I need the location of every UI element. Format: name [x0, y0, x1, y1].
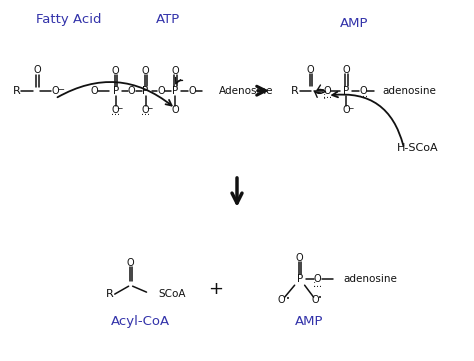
Text: O: O	[112, 66, 119, 76]
Text: O: O	[158, 86, 165, 96]
Text: O: O	[90, 86, 98, 96]
Text: ⋯: ⋯	[313, 282, 322, 291]
Text: O: O	[33, 65, 41, 75]
Text: O: O	[307, 65, 314, 75]
Text: O: O	[128, 86, 136, 96]
Text: •: •	[318, 295, 321, 301]
Text: P: P	[343, 86, 349, 96]
Text: O: O	[51, 86, 59, 96]
Text: −: −	[57, 85, 64, 94]
Text: Adenosine: Adenosine	[219, 86, 273, 96]
Text: −: −	[347, 104, 354, 113]
Text: O: O	[172, 105, 179, 114]
Text: O: O	[172, 66, 179, 76]
Text: H-SCoA: H-SCoA	[397, 143, 438, 153]
Text: AMP: AMP	[340, 17, 369, 30]
Text: R: R	[12, 86, 20, 96]
Text: Acyl-CoA: Acyl-CoA	[111, 316, 170, 329]
Text: O: O	[112, 105, 119, 114]
Text: O: O	[324, 86, 331, 96]
Text: •: •	[286, 296, 290, 302]
Text: P: P	[142, 86, 149, 96]
Text: O: O	[189, 86, 196, 96]
Text: SCoA: SCoA	[158, 289, 186, 299]
Text: P: P	[113, 86, 119, 96]
Text: P: P	[172, 86, 179, 96]
Text: R: R	[291, 86, 299, 96]
Text: :: :	[313, 279, 316, 289]
Text: ⋯: ⋯	[359, 92, 368, 101]
Text: O: O	[314, 274, 321, 284]
Text: ⋯: ⋯	[323, 93, 332, 102]
Text: ⋯: ⋯	[111, 110, 120, 119]
Text: R: R	[106, 289, 114, 299]
Text: O: O	[296, 253, 303, 264]
Text: adenosine: adenosine	[343, 274, 397, 284]
Text: O: O	[343, 65, 350, 75]
Text: +: +	[208, 280, 223, 298]
Text: adenosine: adenosine	[382, 86, 436, 96]
Text: O: O	[142, 66, 149, 76]
Text: ⋯: ⋯	[141, 110, 150, 119]
Text: O: O	[142, 105, 149, 114]
Text: O: O	[312, 295, 319, 305]
Text: :: :	[323, 91, 326, 101]
Text: −: −	[146, 104, 153, 113]
Text: P: P	[297, 274, 303, 284]
Text: O: O	[278, 295, 285, 305]
Text: ATP: ATP	[156, 13, 181, 26]
Text: O: O	[127, 258, 135, 268]
Text: −: −	[117, 104, 123, 113]
Text: Fatty Acid: Fatty Acid	[36, 13, 102, 26]
Text: O: O	[343, 105, 350, 114]
Text: O: O	[359, 86, 367, 96]
Text: AMP: AMP	[295, 316, 324, 329]
